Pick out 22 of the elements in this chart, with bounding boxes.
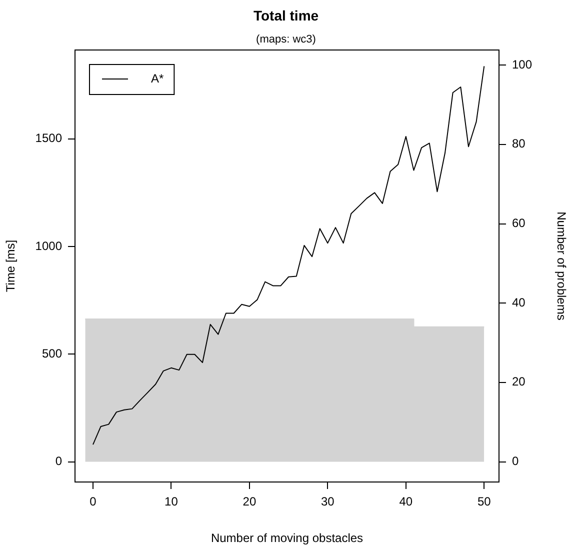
y-tick-label: 0 — [55, 454, 62, 468]
chart-title: Total time — [253, 7, 319, 24]
y2-tick-label: 60 — [512, 216, 526, 230]
y-tick-label: 1000 — [35, 238, 62, 253]
y2-axis-title: Number of problems — [554, 212, 568, 320]
y2-tick-label: 100 — [512, 57, 532, 72]
x-tick-label: 20 — [242, 494, 256, 509]
x-tick-label: 10 — [164, 494, 178, 509]
x-tick-label: 0 — [90, 494, 97, 509]
y2-tick-label: 20 — [512, 374, 526, 389]
x-tick-label: 50 — [477, 494, 492, 509]
x-tick-label: 40 — [399, 494, 413, 509]
legend-label: A* — [150, 71, 164, 86]
chart-subtitle: (maps: wc3) — [256, 33, 316, 46]
x-tick-label: 30 — [321, 494, 335, 509]
x-axis-title: Number of moving obstacles — [210, 531, 364, 546]
y-tick-label: 1500 — [35, 131, 62, 146]
y-tick-label: 500 — [42, 346, 62, 360]
y2-tick-label: 0 — [512, 454, 519, 468]
y2-tick-label: 80 — [512, 136, 526, 151]
y-axis-title: Time [ms] — [4, 240, 18, 292]
y2-tick-label: 40 — [512, 295, 526, 310]
